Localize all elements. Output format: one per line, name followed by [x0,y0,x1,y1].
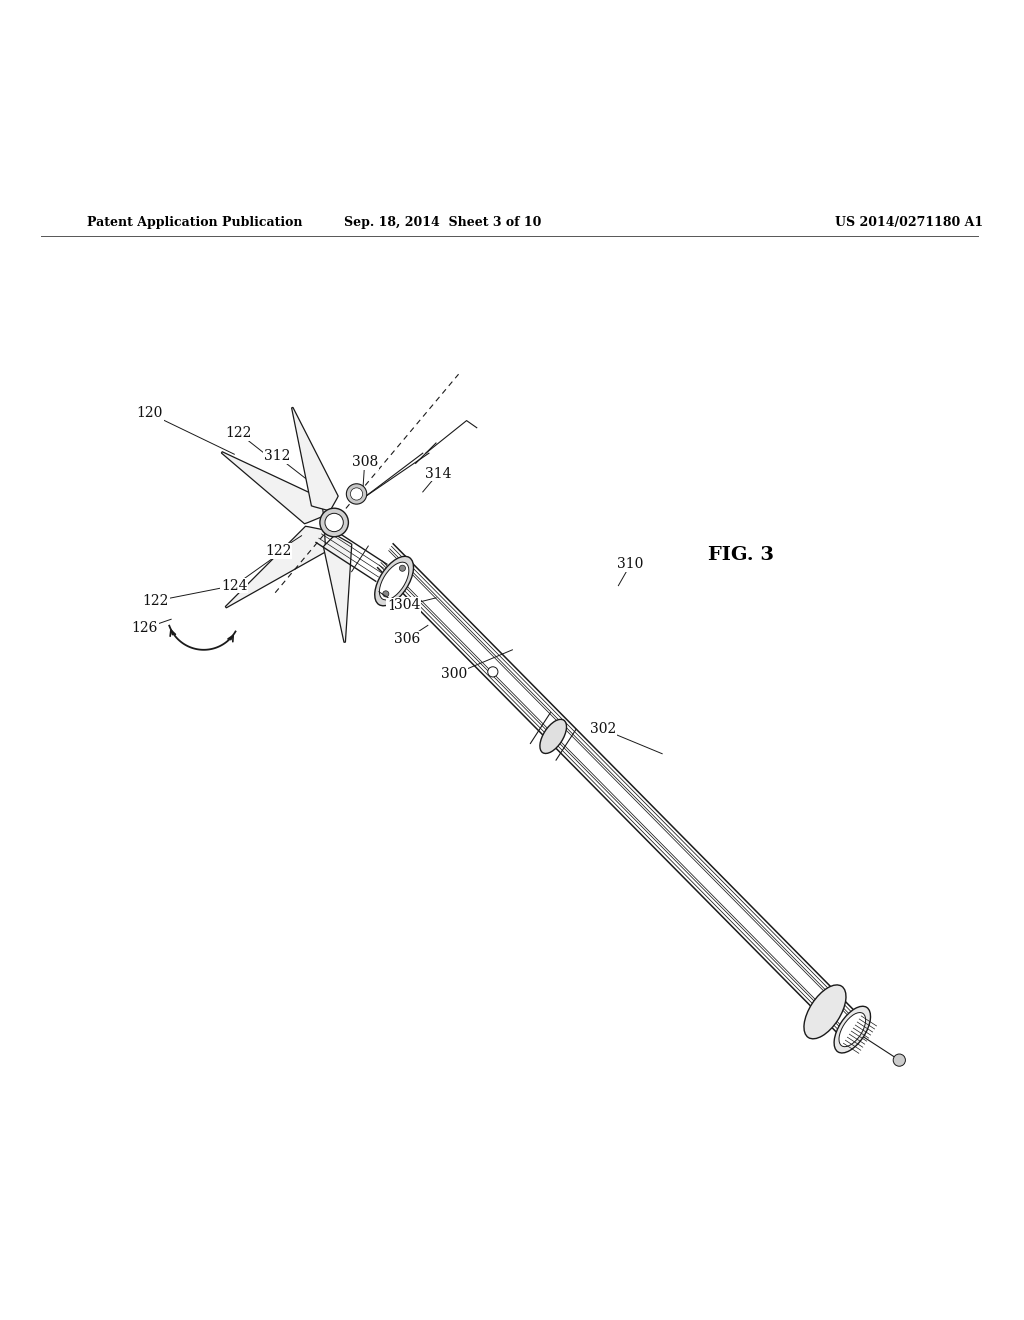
Circle shape [383,591,389,597]
Text: FIG. 3: FIG. 3 [708,546,774,564]
Text: 126: 126 [131,622,158,635]
Text: 122: 122 [265,544,291,558]
Circle shape [346,483,367,504]
Text: 314: 314 [425,466,452,480]
Text: 300: 300 [441,668,468,681]
Text: US 2014/0271180 A1: US 2014/0271180 A1 [836,216,983,228]
Polygon shape [292,408,338,511]
Ellipse shape [319,508,348,537]
Circle shape [487,667,498,677]
Text: 310: 310 [617,557,644,572]
Ellipse shape [540,719,566,754]
Polygon shape [324,535,352,643]
Text: 312: 312 [264,449,290,463]
Text: 120: 120 [136,407,163,421]
Ellipse shape [835,1006,870,1053]
Text: 306: 306 [394,631,421,645]
Text: 122: 122 [387,599,414,612]
Text: 302: 302 [590,722,616,737]
Text: 308: 308 [351,455,378,470]
Circle shape [350,488,362,500]
Text: Sep. 18, 2014  Sheet 3 of 10: Sep. 18, 2014 Sheet 3 of 10 [344,216,542,228]
Polygon shape [221,451,324,524]
Ellipse shape [839,1012,865,1047]
Polygon shape [225,527,326,607]
Ellipse shape [380,562,409,599]
Circle shape [399,565,406,572]
Ellipse shape [375,556,414,606]
Circle shape [893,1053,905,1067]
Text: 304: 304 [394,598,421,612]
Ellipse shape [804,985,846,1039]
Text: 124: 124 [221,578,248,593]
Ellipse shape [325,513,343,532]
Text: 122: 122 [142,594,169,609]
Text: Patent Application Publication: Patent Application Publication [87,216,302,228]
Text: 122: 122 [225,426,252,440]
